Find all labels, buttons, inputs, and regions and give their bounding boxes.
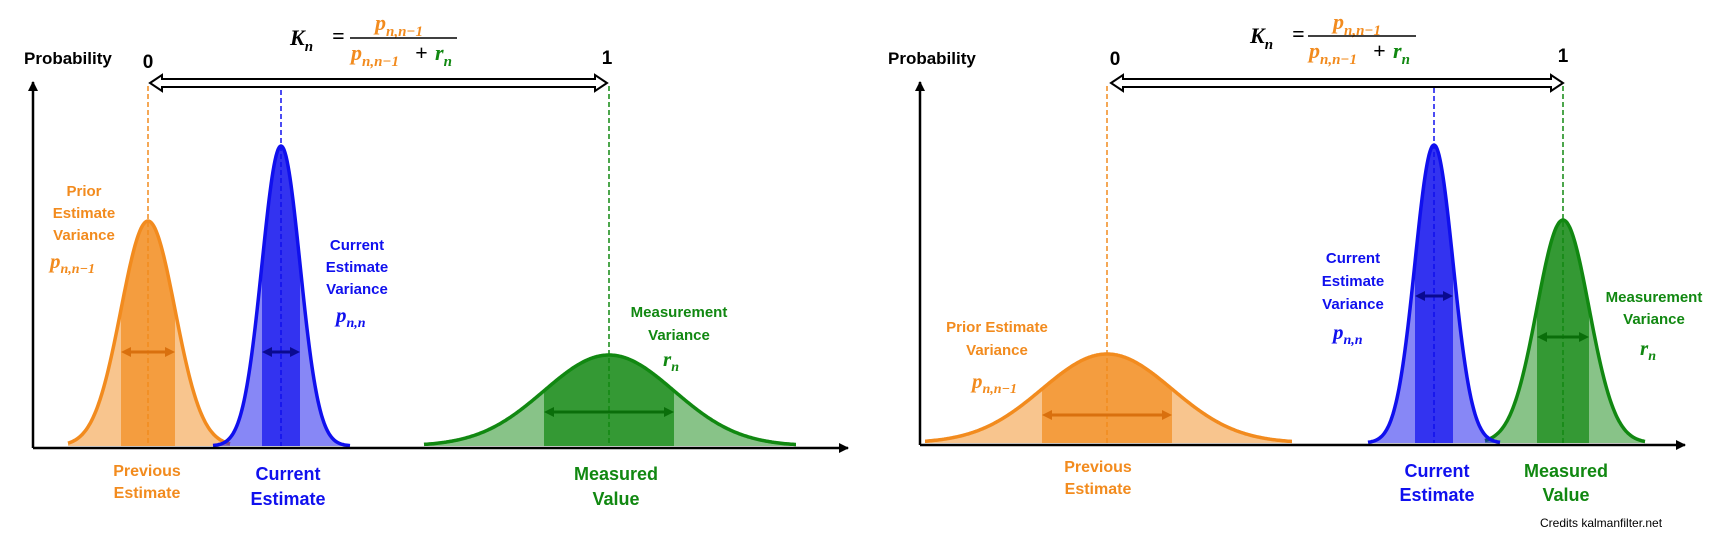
svg-text:Prior: Prior	[66, 183, 101, 200]
measurement-curve-sd-arrow-left-head	[1537, 332, 1547, 342]
prior-variance-label: Prior Estimate Variance pn,n−1	[946, 319, 1048, 397]
current-variance-label: Current Estimate Variance pn,n	[326, 237, 389, 331]
svg-text:Measured: Measured	[574, 464, 658, 484]
current-estimate-label: Current Estimate	[1399, 461, 1474, 505]
svg-text:rn: rn	[663, 347, 679, 375]
svg-text:Measurement: Measurement	[1606, 289, 1703, 306]
panel-left: Probability 0 1 Kn = pn,n−1 pn,n−1 + rn …	[24, 10, 849, 509]
measurement-curve-band	[1537, 220, 1589, 443]
svg-text:Variance: Variance	[53, 227, 115, 244]
prior-variance-label: Prior Estimate Variance pn,n−1	[48, 183, 115, 277]
measurement-variance-label: Measurement Variance rn	[631, 304, 728, 375]
gain-scale-arrow	[1109, 73, 1565, 93]
measured-value-label: Measured Value	[574, 464, 658, 509]
current-estimate-curve-sd-arrow-left-head	[262, 347, 272, 357]
svg-text:Variance: Variance	[648, 327, 710, 344]
gain-numerator: pn,n−1	[1331, 9, 1381, 39]
y-axis-label: Probability	[24, 49, 112, 68]
equals-sign: =	[332, 23, 345, 48]
current-estimate-curve-sd-arrow-right-head	[290, 347, 300, 357]
svg-text:pn,n−1: pn,n−1	[48, 249, 95, 277]
svg-text:Estimate: Estimate	[53, 205, 116, 222]
kalman-gain-formula: Kn = pn,n−1 pn,n−1 + rn	[1249, 9, 1416, 68]
measured-value-label: Measured Value	[1524, 461, 1608, 505]
measurement-variance-label: Measurement Variance rn	[1606, 289, 1703, 364]
measurement-curve	[1484, 86, 1646, 444]
current-variance-label: Current Estimate Variance pn,n	[1322, 250, 1385, 348]
gain-numerator: pn,n−1	[373, 10, 423, 40]
prior-estimate-curve-sd-arrow-right-head	[1162, 410, 1172, 420]
prior-estimate-curve-outline	[925, 352, 1292, 444]
gain-denominator-prior: pn,n−1	[349, 40, 399, 70]
measurement-curve	[423, 86, 796, 447]
svg-text:Variance: Variance	[326, 281, 388, 298]
svg-text:Estimate: Estimate	[250, 489, 325, 509]
scale-start-label: 0	[1110, 49, 1121, 70]
svg-text:Variance: Variance	[1623, 311, 1685, 328]
gain-denominator-prior: pn,n−1	[1307, 38, 1357, 68]
svg-text:Variance: Variance	[966, 342, 1028, 359]
svg-text:pn,n−1: pn,n−1	[970, 369, 1017, 397]
scale-end-label: 1	[602, 48, 613, 69]
measurement-curve-sd-arrow-right-head	[664, 407, 674, 417]
previous-estimate-label: Previous Estimate	[1064, 459, 1132, 498]
svg-text:Previous: Previous	[113, 463, 181, 480]
measurement-curve-outline	[1484, 218, 1646, 444]
svg-text:Estimate: Estimate	[114, 485, 181, 502]
curves-group	[925, 86, 1646, 445]
current-estimate-curve	[212, 90, 351, 448]
svg-text:Variance: Variance	[1322, 296, 1384, 313]
svg-text:Measured: Measured	[1524, 461, 1608, 481]
curves-group	[67, 86, 796, 448]
prior-estimate-curve-sd-arrow-left-head	[121, 347, 131, 357]
svg-text:pn,n: pn,n	[1331, 320, 1363, 348]
current-estimate-curve-band	[262, 146, 300, 446]
svg-text:Value: Value	[592, 489, 639, 509]
y-axis-label: Probability	[888, 49, 976, 68]
svg-text:Estimate: Estimate	[1322, 273, 1385, 290]
measurement-curve-sd-arrow-left-head	[544, 407, 554, 417]
gain-denominator-measurement: rn	[1393, 38, 1410, 68]
current-estimate-curve-band	[1415, 145, 1453, 443]
svg-text:Estimate: Estimate	[1065, 481, 1132, 498]
svg-text:Current: Current	[330, 237, 384, 254]
prior-estimate-curve	[67, 86, 231, 446]
current-estimate-curve-sd-arrow-left-head	[1415, 291, 1425, 301]
gain-plus: +	[1373, 38, 1386, 63]
prior-estimate-curve-sd-arrow-right-head	[165, 347, 175, 357]
svg-text:Prior Estimate: Prior Estimate	[946, 319, 1048, 336]
svg-text:rn: rn	[1640, 336, 1656, 364]
gain-plus: +	[415, 40, 428, 65]
prior-estimate-curve-band	[121, 221, 175, 446]
previous-estimate-label: Previous Estimate	[113, 463, 181, 502]
current-estimate-label: Current Estimate	[250, 464, 325, 509]
svg-text:Previous: Previous	[1064, 459, 1132, 476]
svg-text:Measurement: Measurement	[631, 304, 728, 321]
svg-text:Current: Current	[1404, 461, 1469, 481]
svg-text:Current: Current	[1326, 250, 1380, 267]
current-estimate-curve-sd-arrow-right-head	[1443, 291, 1453, 301]
panel-right: Probability 0 1 Kn = pn,n−1 pn,n−1 + rn …	[888, 9, 1702, 505]
scale-end-label: 1	[1558, 46, 1569, 67]
svg-text:Estimate: Estimate	[1399, 485, 1474, 505]
prior-estimate-curve-sd-arrow-left-head	[1042, 410, 1052, 420]
svg-text:Current: Current	[255, 464, 320, 484]
measurement-curve-outline	[423, 353, 796, 447]
prior-estimate-curve	[925, 86, 1292, 444]
svg-text:pn,n: pn,n	[334, 303, 366, 331]
current-estimate-curve	[1367, 88, 1501, 445]
prior-estimate-curve-outline	[67, 219, 231, 446]
svg-text:Estimate: Estimate	[326, 259, 389, 276]
scale-start-label: 0	[143, 52, 154, 73]
gain-scale-arrow	[148, 73, 609, 93]
gain-denominator-measurement: rn	[435, 40, 452, 70]
equals-sign: =	[1292, 21, 1305, 46]
gain-symbol: Kn	[289, 25, 313, 55]
measurement-curve-sd-arrow-right-head	[1579, 332, 1589, 342]
svg-text:Value: Value	[1542, 485, 1589, 505]
gain-symbol: Kn	[1249, 23, 1273, 53]
kalman-gain-formula: Kn = pn,n−1 pn,n−1 + rn	[289, 10, 457, 70]
credits-text: Credits kalmanfilter.net	[1540, 516, 1663, 530]
